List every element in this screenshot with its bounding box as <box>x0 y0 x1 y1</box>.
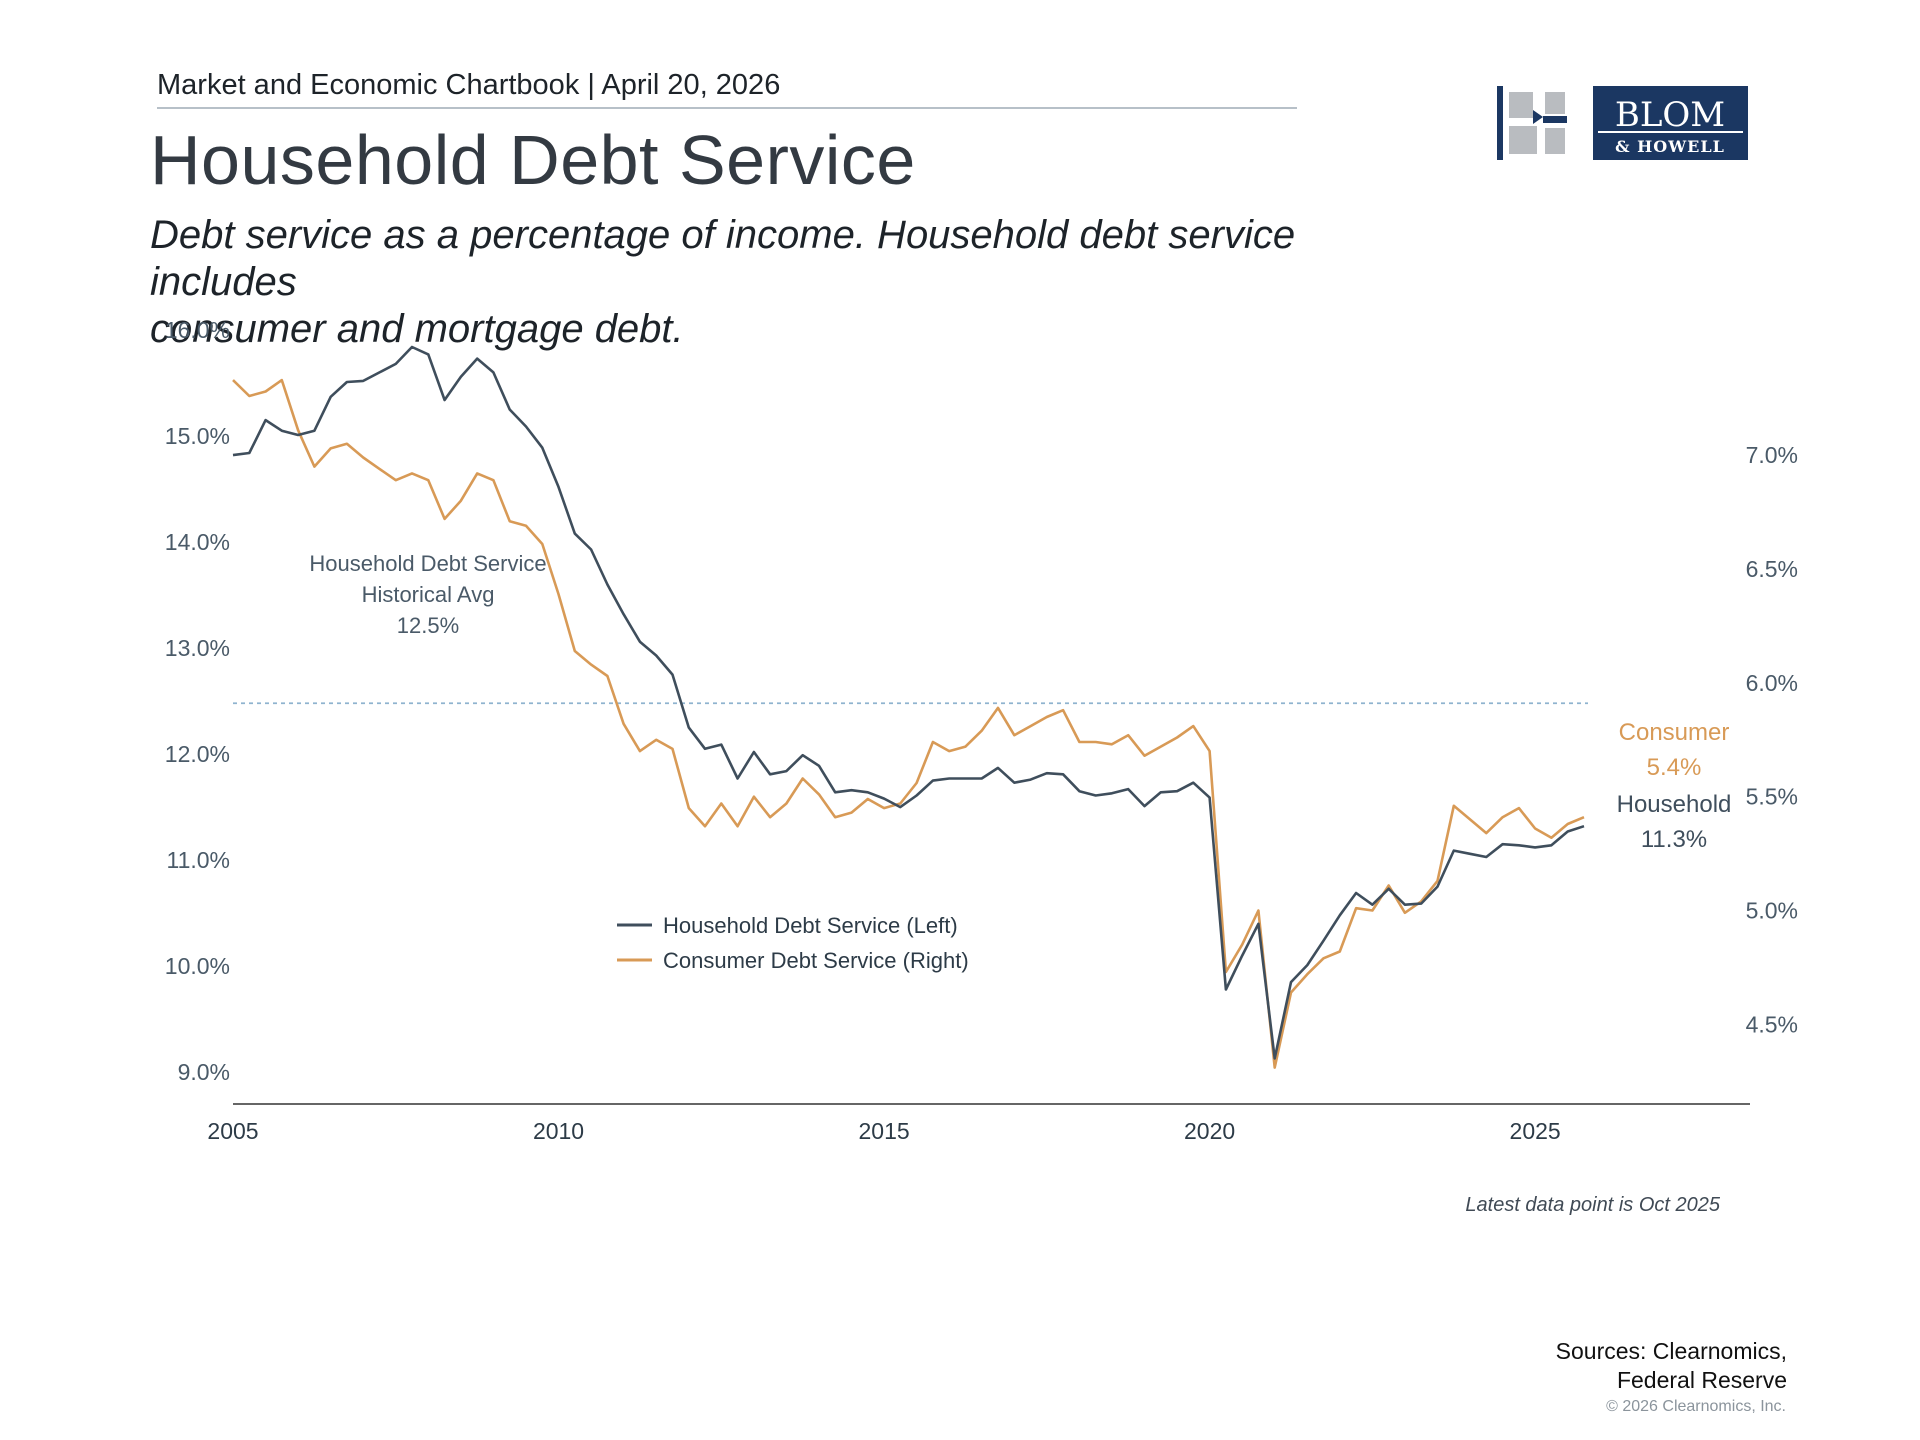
chartbook-date-line: Market and Economic Chartbook | April 20… <box>157 69 781 101</box>
y-right-tick-label: 6.5% <box>1746 556 1798 582</box>
logo-block-b-bottom <box>1509 126 1537 154</box>
page-title: Household Debt Service <box>150 121 916 199</box>
logo-bar <box>1497 86 1503 160</box>
logo-word-howell: & HOWELL <box>1615 137 1725 156</box>
average-label-line-1: Household Debt Service <box>309 551 546 576</box>
x-tick-label: 2005 <box>207 1118 258 1144</box>
logo-block-h-bottom <box>1545 128 1565 154</box>
logo-arrow <box>1533 110 1543 124</box>
subtitle-line-1: Debt service as a percentage of income. … <box>150 213 1296 304</box>
consumer-series-line <box>232 378 1585 1069</box>
sources-line-1: Sources: Clearnomics, <box>1555 1338 1787 1364</box>
legend-consumer-label: Consumer Debt Service (Right) <box>663 948 969 973</box>
y-right-tick-label: 4.5% <box>1746 1011 1798 1037</box>
y-right-tick-label: 7.0% <box>1746 442 1798 468</box>
y-left-tick-label: 10.0% <box>165 953 230 979</box>
x-tick-label: 2020 <box>1184 1118 1235 1144</box>
chart-subtitle: Debt service as a percentage of income. … <box>150 212 1450 353</box>
y-left-tick-label: 13.0% <box>165 635 230 661</box>
x-tick-label: 2015 <box>858 1118 909 1144</box>
y-left-tick-label: 12.0% <box>165 741 230 767</box>
end-label-consumer-name: Consumer <box>1619 719 1730 746</box>
logo-block-h-top <box>1545 92 1565 114</box>
y-left-tick-label: 15.0% <box>165 423 230 449</box>
logo-h-crossbar <box>1543 116 1567 123</box>
logo-rule <box>1598 131 1743 133</box>
logo-word-blom: BLOM <box>1615 95 1725 135</box>
end-label-consumer-value: 5.4% <box>1647 754 1702 781</box>
end-label-household-value: 11.3% <box>1641 826 1707 853</box>
y-right-tick-label: 5.0% <box>1746 898 1798 924</box>
y-left-tick-label: 14.0% <box>165 529 230 555</box>
x-tick-label: 2025 <box>1510 1118 1561 1144</box>
blom-howell-logo: BLOM & HOWELL <box>1497 86 1748 160</box>
header-divider <box>157 107 1297 109</box>
copyright: © 2026 Clearnomics, Inc. <box>1606 1398 1786 1415</box>
subtitle-line-2: consumer and mortgage debt. <box>150 307 684 351</box>
y-left-tick-label: 16.0% <box>165 317 230 343</box>
latest-data-note: Latest data point is Oct 2025 <box>1465 1194 1720 1216</box>
average-label-value: 12.5% <box>397 613 459 638</box>
y-right-tick-label: 6.0% <box>1746 670 1798 696</box>
y-left-tick-label: 11.0% <box>166 847 230 873</box>
sources-line-2: Federal Reserve <box>1616 1367 1787 1393</box>
average-label-line-2: Historical Avg <box>362 582 495 607</box>
end-label-household-name: Household <box>1617 791 1732 818</box>
legend-household-label: Household Debt Service (Left) <box>663 913 958 938</box>
y-left-tick-label: 9.0% <box>178 1059 230 1085</box>
sources: Sources: Clearnomics, Federal Reserve <box>1556 1337 1787 1395</box>
logo-block-b-top <box>1509 92 1533 118</box>
y-right-tick-label: 5.5% <box>1746 784 1798 810</box>
logo-wordmark-box <box>1593 86 1748 160</box>
x-tick-label: 2010 <box>533 1118 584 1144</box>
household-series-line <box>232 345 1585 1060</box>
